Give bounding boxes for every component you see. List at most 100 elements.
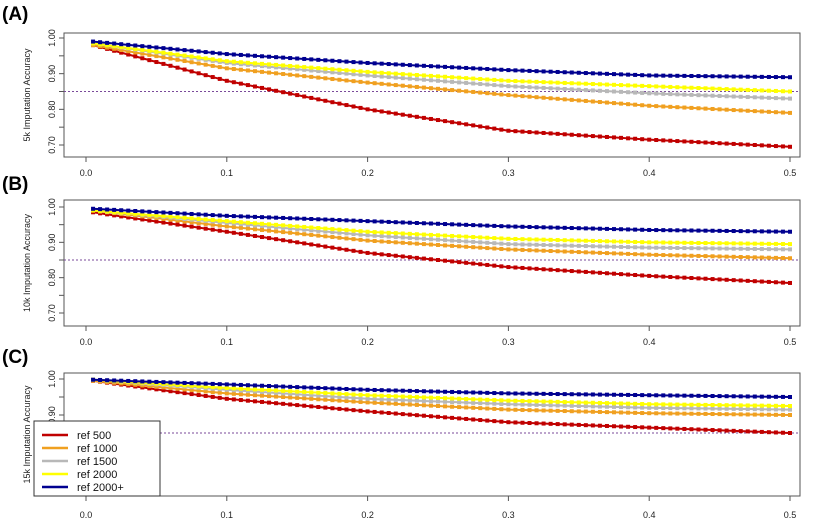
data-point bbox=[400, 112, 405, 117]
data-point bbox=[316, 390, 321, 395]
data-point bbox=[703, 276, 708, 281]
data-point bbox=[675, 105, 680, 110]
data-point bbox=[175, 47, 180, 52]
data-point bbox=[365, 73, 370, 78]
data-point bbox=[126, 49, 131, 54]
data-point bbox=[231, 230, 236, 235]
y-tick-label: 0.90 bbox=[47, 65, 57, 83]
data-point bbox=[302, 385, 307, 390]
data-point bbox=[569, 269, 574, 274]
data-point bbox=[464, 89, 469, 94]
data-point bbox=[731, 246, 736, 251]
data-point bbox=[196, 61, 201, 66]
data-point bbox=[175, 52, 180, 57]
data-point bbox=[640, 227, 645, 232]
data-point bbox=[288, 226, 293, 231]
data-point bbox=[682, 105, 687, 110]
data-point bbox=[541, 267, 546, 272]
data-point bbox=[612, 271, 616, 276]
data-point bbox=[288, 384, 293, 389]
data-point bbox=[295, 64, 300, 69]
data-point bbox=[717, 277, 722, 282]
data-point bbox=[654, 425, 659, 430]
data-point bbox=[386, 219, 391, 224]
series-line-ref-2000 bbox=[92, 378, 791, 407]
data-point bbox=[752, 246, 757, 251]
data-point bbox=[443, 64, 448, 69]
data-point bbox=[295, 389, 300, 394]
data-point bbox=[154, 60, 159, 65]
data-point bbox=[464, 239, 469, 244]
data-point bbox=[675, 426, 680, 431]
data-point bbox=[471, 245, 476, 250]
data-point bbox=[182, 58, 187, 63]
data-point bbox=[471, 390, 476, 395]
data-point bbox=[780, 89, 785, 94]
panel-c: (C)0.700.800.901.000.00.10.20.30.40.515k… bbox=[2, 347, 801, 520]
x-tick-label: 0.2 bbox=[361, 510, 374, 520]
data-point bbox=[788, 242, 792, 247]
data-point bbox=[365, 396, 370, 401]
data-point bbox=[168, 214, 173, 219]
data-point bbox=[344, 218, 349, 223]
data-point bbox=[231, 391, 236, 396]
data-point bbox=[675, 228, 680, 233]
data-point bbox=[147, 384, 152, 389]
data-point bbox=[217, 385, 222, 390]
data-point bbox=[330, 58, 335, 63]
data-point bbox=[351, 395, 356, 400]
data-point bbox=[788, 413, 792, 417]
data-point bbox=[119, 378, 124, 383]
data-point bbox=[485, 77, 490, 82]
data-point bbox=[105, 207, 110, 212]
data-point bbox=[675, 245, 680, 250]
data-point bbox=[281, 238, 286, 243]
data-point bbox=[619, 405, 624, 410]
data-point bbox=[619, 72, 624, 77]
data-point bbox=[640, 137, 645, 142]
data-point bbox=[541, 391, 546, 396]
data-point bbox=[344, 78, 349, 83]
data-point bbox=[689, 253, 694, 258]
data-point bbox=[485, 406, 490, 411]
data-point bbox=[604, 404, 609, 409]
data-point bbox=[654, 84, 659, 89]
data-point bbox=[203, 221, 208, 226]
data-point bbox=[443, 238, 448, 243]
data-point bbox=[217, 65, 222, 70]
data-point bbox=[541, 85, 546, 90]
data-point bbox=[506, 265, 511, 270]
data-point bbox=[450, 415, 455, 420]
data-point bbox=[245, 226, 250, 231]
data-point bbox=[182, 53, 187, 58]
data-point bbox=[372, 233, 377, 238]
data-point bbox=[492, 223, 497, 228]
data-point bbox=[745, 429, 750, 434]
data-point bbox=[224, 386, 229, 390]
data-point bbox=[506, 224, 511, 229]
data-point bbox=[703, 86, 708, 91]
data-point bbox=[752, 412, 757, 417]
data-point bbox=[323, 405, 328, 410]
data-point bbox=[682, 253, 687, 258]
data-point bbox=[492, 77, 497, 82]
data-point bbox=[231, 397, 236, 402]
data-point bbox=[309, 228, 314, 233]
data-point bbox=[612, 227, 616, 232]
data-point bbox=[583, 238, 588, 243]
data-point bbox=[576, 409, 581, 414]
data-point bbox=[513, 407, 518, 412]
data-point bbox=[527, 237, 532, 242]
data-point bbox=[189, 69, 194, 74]
y-tick-label: 0.80 bbox=[47, 269, 57, 287]
data-point bbox=[534, 399, 539, 404]
data-point bbox=[696, 228, 701, 233]
data-point bbox=[323, 98, 328, 103]
data-point bbox=[267, 390, 272, 395]
data-point bbox=[323, 397, 328, 402]
data-point bbox=[443, 404, 448, 409]
data-point bbox=[633, 410, 638, 415]
data-point bbox=[443, 233, 448, 238]
data-point bbox=[386, 239, 391, 244]
data-point bbox=[407, 394, 412, 399]
